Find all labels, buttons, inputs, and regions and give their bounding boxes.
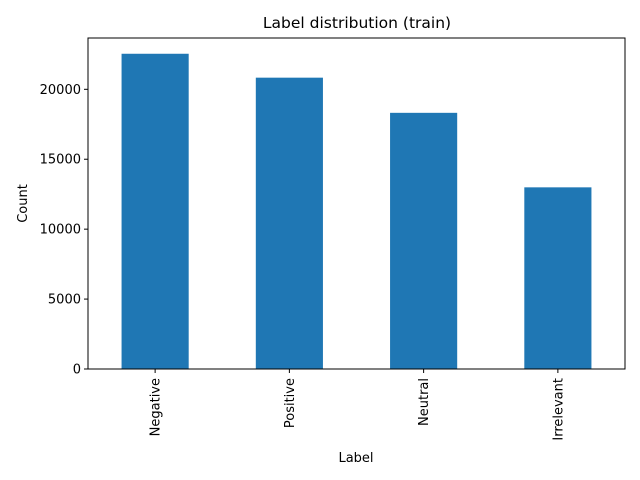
x-axis-ticks: Negative Positive Neutral Irrelevant	[149, 369, 566, 441]
bar-neutral	[390, 112, 458, 369]
y-tick-label: 20000	[40, 83, 81, 98]
y-tick-label: 0	[73, 363, 81, 378]
bar-positive	[255, 77, 323, 370]
y-tick-label: 15000	[40, 153, 81, 168]
bar-irrelevant	[524, 187, 592, 369]
y-tick-label: 5000	[48, 293, 81, 308]
bars-group	[121, 53, 592, 370]
bar-negative	[121, 53, 189, 369]
y-axis-ticks: 0 5000 10000 15000 20000	[40, 83, 88, 378]
y-axis-label: Count	[16, 184, 31, 223]
x-tick-label-positive: Positive	[283, 378, 298, 428]
y-tick-label: 10000	[40, 223, 81, 238]
x-tick-label-neutral: Neutral	[417, 378, 432, 426]
chart-title: Label distribution (train)	[263, 14, 451, 32]
x-tick-label-negative: Negative	[149, 378, 164, 436]
x-tick-label-irrelevant: Irrelevant	[551, 378, 566, 441]
plot-area-frame	[87, 37, 626, 370]
x-axis-label: Label	[338, 451, 373, 466]
